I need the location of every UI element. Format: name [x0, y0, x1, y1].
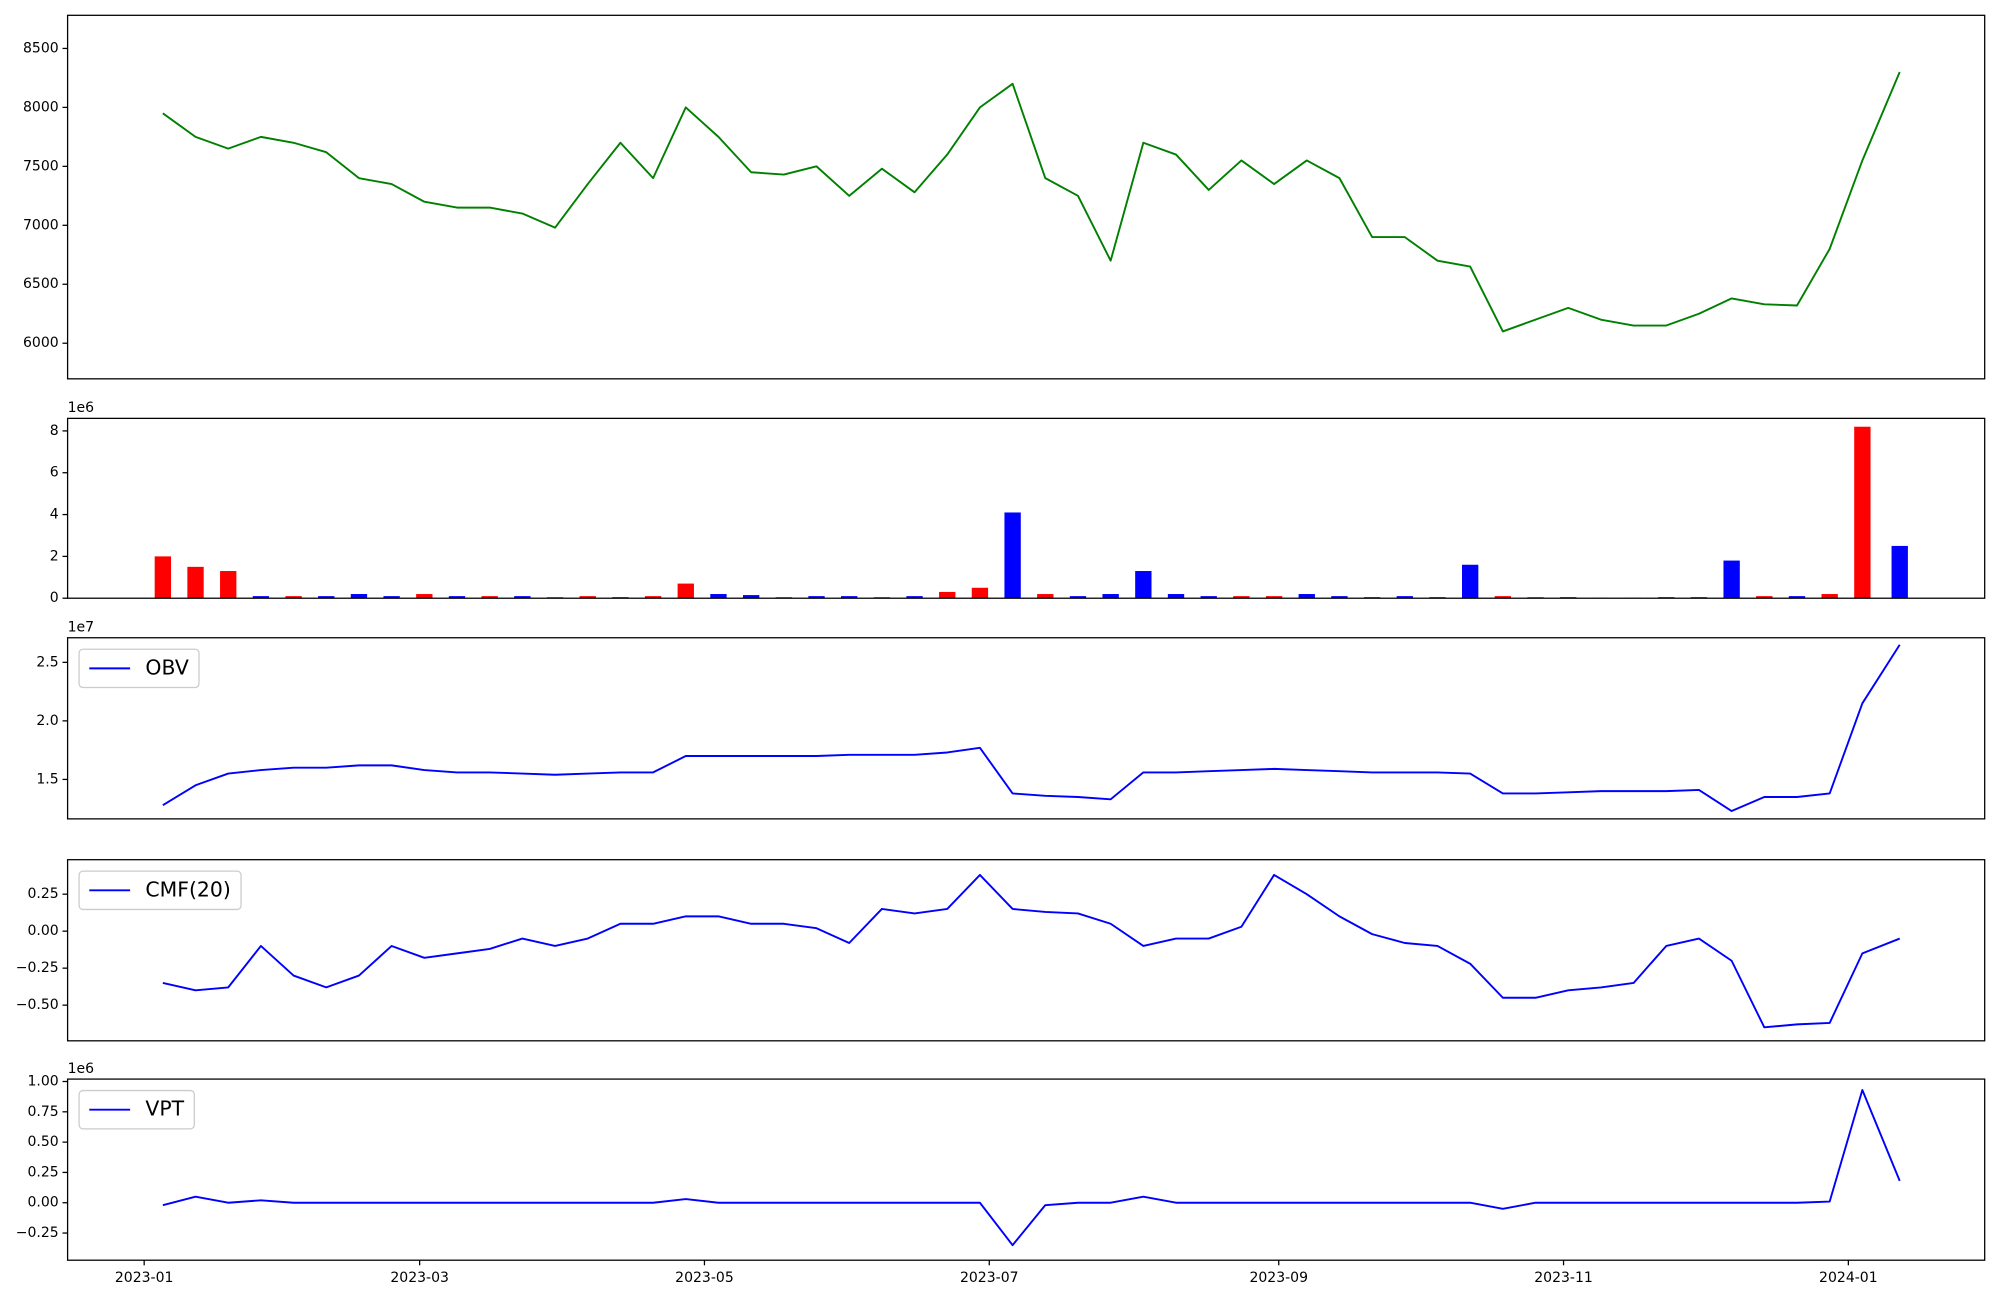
- y-tick-label: 6000: [23, 335, 59, 351]
- y-tick-label: 7000: [23, 217, 59, 233]
- panel: 1.5 2.0 2.5 1e7 OBV: [36, 620, 1986, 820]
- legend-box: [78, 870, 242, 911]
- y-tick-label: 0.50: [27, 1134, 58, 1150]
- line: [162, 71, 1901, 333]
- bar: [1756, 596, 1773, 599]
- x-tick-label: 2023-03: [390, 1270, 449, 1286]
- legend-box: [78, 1089, 195, 1130]
- bar: [416, 594, 433, 599]
- axes-frame: [66, 14, 1986, 380]
- bar: [742, 595, 760, 599]
- legend-label: VPT: [145, 1097, 184, 1121]
- y-tick-label: −0.50: [16, 997, 59, 1013]
- y-tick-label: 8000: [23, 99, 59, 115]
- bar: [1265, 596, 1283, 599]
- panel: 6000 6500 7000 7500 8000 8500: [23, 14, 1986, 380]
- bar: [1461, 564, 1479, 599]
- line: [162, 873, 1901, 1029]
- y-tick-label: 6: [50, 465, 59, 481]
- y-tick-label: 8: [50, 423, 59, 439]
- bar: [285, 596, 302, 599]
- offset-text: 1e6: [68, 400, 95, 416]
- bar: [514, 596, 531, 599]
- bar: [1331, 596, 1348, 599]
- x-tick-label: 2024-01: [1819, 1270, 1878, 1286]
- axes-frame: [66, 1078, 1986, 1261]
- y-tick-label: 4: [50, 507, 59, 523]
- bar: [350, 594, 368, 599]
- bar: [1821, 594, 1838, 599]
- bar: [1298, 594, 1315, 599]
- offset-text: 1e6: [68, 1061, 95, 1077]
- bar: [1854, 426, 1871, 599]
- bar: [906, 596, 923, 599]
- y-tick-label: 0.25: [27, 886, 58, 902]
- bar: [1200, 596, 1217, 599]
- bar: [1723, 560, 1740, 599]
- x-tick-label: 2023-07: [960, 1270, 1019, 1286]
- line: [162, 644, 1901, 812]
- bar: [1494, 596, 1512, 599]
- y-tick-label: 6500: [23, 276, 59, 292]
- line: [162, 1089, 1901, 1247]
- y-tick-label: 0.00: [27, 1195, 58, 1211]
- bar: [448, 596, 466, 599]
- y-tick-label: 1.5: [36, 771, 58, 787]
- bar: [1167, 594, 1185, 599]
- y-tick-label: 2.5: [36, 654, 58, 670]
- bar: [1102, 594, 1119, 599]
- bar: [383, 596, 400, 599]
- bar: [1233, 596, 1250, 599]
- y-tick-label: 8500: [23, 40, 59, 56]
- y-tick-label: 2.0: [36, 713, 58, 729]
- bar: [710, 594, 727, 599]
- bar: [1004, 512, 1021, 599]
- bar: [939, 591, 956, 599]
- bar: [841, 596, 858, 599]
- panel: 0 2 4 6 8 1e6: [50, 400, 1986, 606]
- y-tick-label: 2: [50, 548, 59, 564]
- y-tick-label: 0.25: [27, 1164, 58, 1180]
- bar: [220, 571, 237, 599]
- bar: [677, 583, 694, 599]
- legend-box: [78, 648, 200, 689]
- bar: [644, 596, 662, 599]
- x-tick-label: 2023-11: [1534, 1270, 1593, 1286]
- bar: [481, 596, 498, 599]
- legend-label: OBV: [145, 655, 188, 679]
- y-tick-label: 0.75: [27, 1104, 58, 1120]
- axes-frame: [66, 417, 1986, 599]
- bar: [187, 566, 204, 599]
- legend-label: CMF(20): [145, 877, 230, 901]
- bar: [1891, 545, 1908, 599]
- x-tick-label: 2023-09: [1249, 1270, 1308, 1286]
- bar: [1788, 596, 1806, 599]
- offset-text: 1e7: [68, 620, 94, 636]
- bar: [1135, 571, 1152, 599]
- y-tick-label: 0: [50, 590, 59, 606]
- panel: −0.25 0.00 0.25 0.50 0.75 1.00 2023-01 2023-03 2…: [16, 1061, 1986, 1286]
- bar: [808, 596, 825, 599]
- axes-frame: [66, 637, 1986, 820]
- y-tick-label: 1.00: [27, 1074, 58, 1090]
- bar: [1396, 596, 1413, 599]
- bar: [154, 556, 172, 599]
- y-tick-label: −0.25: [16, 960, 59, 976]
- bar: [252, 596, 270, 599]
- y-tick-label: −0.25: [16, 1225, 59, 1241]
- x-tick-label: 2023-01: [115, 1270, 174, 1286]
- bar: [1037, 594, 1054, 599]
- axes-frame: [66, 859, 1986, 1042]
- panel: −0.50 −0.25 0.00 0.25 CMF(20): [16, 859, 1986, 1042]
- bar: [579, 596, 596, 599]
- x-tick-label: 2023-05: [675, 1270, 734, 1286]
- bar: [318, 596, 335, 599]
- y-tick-label: 0.00: [27, 923, 58, 939]
- y-tick-label: 7500: [23, 158, 59, 174]
- bar: [971, 587, 989, 599]
- bar: [1069, 596, 1087, 599]
